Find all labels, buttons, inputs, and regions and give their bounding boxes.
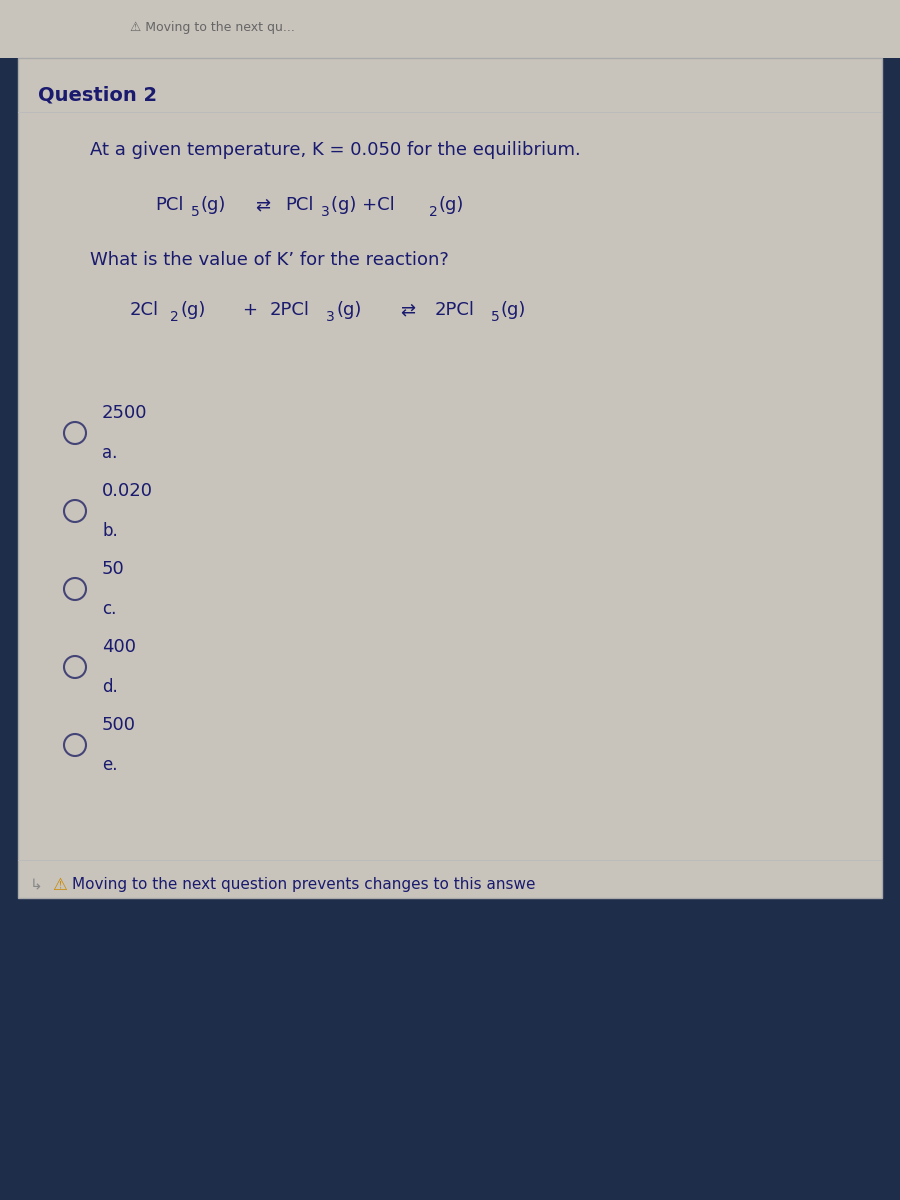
Text: ⚠: ⚠: [52, 876, 67, 894]
Text: ⇄: ⇄: [255, 196, 270, 214]
Bar: [18, 58, 882, 898]
Text: b.: b.: [102, 522, 118, 540]
Text: 0.020: 0.020: [102, 482, 153, 500]
Text: 500: 500: [102, 716, 136, 734]
Text: 3: 3: [321, 205, 329, 218]
Text: 2500: 2500: [102, 404, 148, 422]
Text: +: +: [242, 301, 257, 319]
Text: 2: 2: [429, 205, 437, 218]
Text: (g): (g): [201, 196, 227, 214]
Text: 400: 400: [102, 638, 136, 656]
Text: Moving to the next question prevents changes to this answe: Moving to the next question prevents cha…: [72, 877, 536, 893]
Text: e.: e.: [102, 756, 118, 774]
Bar: [0, 0, 900, 58]
Text: 3: 3: [326, 310, 335, 324]
Text: 2Cl: 2Cl: [130, 301, 159, 319]
Text: (g) +Cl: (g) +Cl: [331, 196, 395, 214]
Text: 5: 5: [491, 310, 500, 324]
Text: (g): (g): [336, 301, 362, 319]
Text: PCl: PCl: [155, 196, 184, 214]
Text: 2: 2: [170, 310, 179, 324]
Text: ↳: ↳: [30, 877, 43, 893]
Text: PCl: PCl: [285, 196, 313, 214]
Text: (g): (g): [180, 301, 205, 319]
Text: d.: d.: [102, 678, 118, 696]
Text: c.: c.: [102, 600, 116, 618]
Text: 50: 50: [102, 560, 125, 578]
Text: 2PCl: 2PCl: [435, 301, 475, 319]
Text: a.: a.: [102, 444, 117, 462]
Text: (g): (g): [501, 301, 526, 319]
Text: 5: 5: [191, 205, 200, 218]
Text: At a given temperature, K = 0.050 for the equilibrium.: At a given temperature, K = 0.050 for th…: [90, 140, 580, 158]
Text: ⇄: ⇄: [400, 301, 415, 319]
Text: What is the value of K’ for the reaction?: What is the value of K’ for the reaction…: [90, 251, 449, 269]
Text: (g): (g): [439, 196, 464, 214]
Text: 2PCl: 2PCl: [270, 301, 310, 319]
Text: Question 2: Question 2: [38, 85, 157, 104]
Text: ⚠ Moving to the next qu...: ⚠ Moving to the next qu...: [130, 22, 295, 35]
